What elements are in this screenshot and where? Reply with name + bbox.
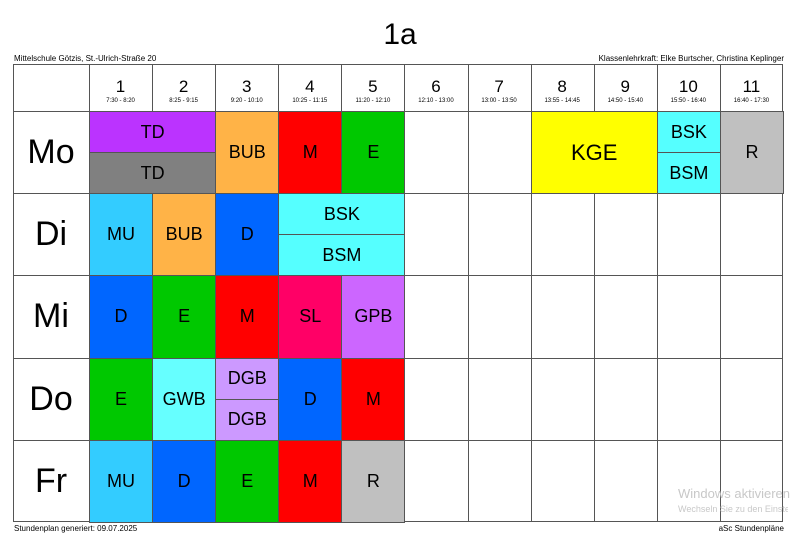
class-teachers: Klassenlehrkraft: Elke Burtscher, Christ… <box>598 54 784 63</box>
period-header: 5 11:20 - 12:10 <box>341 64 404 105</box>
period-number: 1 <box>115 77 126 96</box>
grid-line <box>467 64 469 522</box>
grid-line <box>656 64 658 522</box>
period-time: 13:55 - 14:45 <box>544 98 580 104</box>
lesson-cell[interactable]: E <box>215 439 280 523</box>
period-header: 2 8:25 - 9:15 <box>152 64 215 105</box>
period-header: 1 7:30 - 8:20 <box>89 64 152 105</box>
day-label: Mo <box>27 133 75 171</box>
grid-line <box>782 64 783 522</box>
period-number: 8 <box>557 77 567 96</box>
period-number: 4 <box>305 77 315 96</box>
period-number: 6 <box>431 77 441 96</box>
app-credit: aSc Stundenpläne <box>718 524 784 533</box>
day-label: Mi <box>33 297 69 336</box>
lesson-cell[interactable]: SL <box>278 275 343 359</box>
grid-line <box>13 64 783 65</box>
lesson-cell[interactable]: TD <box>89 152 217 195</box>
grid-line <box>719 64 721 522</box>
period-number: 11 <box>742 77 761 96</box>
lesson-cell[interactable]: BSK <box>278 193 406 236</box>
period-header: 11 16:40 - 17:30 <box>720 64 783 105</box>
lesson-cell[interactable]: D <box>152 439 217 523</box>
period-time: 14:50 - 15:40 <box>607 98 643 104</box>
period-header: 3 9:20 - 10:10 <box>215 64 278 105</box>
period-number: 2 <box>178 77 189 96</box>
timetable-grid: 1 7:30 - 8:20 2 8:25 - 9:15 3 9:20 - 10:10 4 10… <box>13 64 784 523</box>
period-header: 8 13:55 - 14:45 <box>531 64 594 105</box>
lesson-cell[interactable]: D <box>278 357 343 441</box>
lesson-cell[interactable]: M <box>278 439 343 523</box>
lesson-cell[interactable]: E <box>89 357 154 441</box>
lesson-cell[interactable]: DGB <box>215 398 280 441</box>
period-header: 9 14:50 - 15:40 <box>594 64 657 105</box>
lesson-cell[interactable]: BSM <box>278 234 406 277</box>
school-name: Mittelschule Götzis, St.-Ulrich-Straße 2… <box>14 54 157 63</box>
grid-line <box>530 64 532 522</box>
lesson-cell[interactable]: GWB <box>152 357 217 441</box>
period-time: 8:25 - 9:15 <box>169 98 198 104</box>
period-number: 3 <box>241 77 252 96</box>
lesson-cell[interactable]: M <box>278 111 343 195</box>
period-header: 10 15:50 - 16:40 <box>657 64 720 105</box>
lesson-cell[interactable]: BUB <box>215 111 280 195</box>
period-time: 11:20 - 12:10 <box>355 98 391 104</box>
day-label: Di <box>34 215 68 254</box>
lesson-cell[interactable]: R <box>719 111 784 195</box>
period-number: 7 <box>494 77 504 96</box>
lesson-cell[interactable]: BSK <box>656 111 721 154</box>
lesson-cell[interactable]: BSM <box>656 152 721 195</box>
period-header: 7 13:00 - 13:50 <box>468 64 531 105</box>
lesson-cell[interactable]: KGE <box>530 111 658 195</box>
lesson-cell[interactable]: MU <box>89 193 154 277</box>
period-time: 16:40 - 17:30 <box>733 98 770 104</box>
period-number: 10 <box>678 77 698 96</box>
grid-line <box>13 64 14 522</box>
period-number: 9 <box>620 77 630 96</box>
lesson-cell[interactable]: BUB <box>152 193 217 277</box>
lesson-cell[interactable]: R <box>341 439 406 523</box>
lesson-cell[interactable]: E <box>152 275 217 359</box>
lesson-cell[interactable]: E <box>341 111 406 195</box>
period-header: 6 12:10 - 13:00 <box>404 64 467 105</box>
timetable-title: 1a <box>383 18 417 51</box>
period-header: 4 10:25 - 11:15 <box>278 64 341 105</box>
period-number: 5 <box>368 77 378 96</box>
period-time: 15:50 - 16:40 <box>670 98 707 104</box>
lesson-cell[interactable]: D <box>89 275 154 359</box>
lesson-cell[interactable]: M <box>215 275 280 359</box>
period-time: 10:25 - 11:15 <box>292 98 328 104</box>
day-label: Fr <box>34 461 68 500</box>
lesson-cell[interactable]: MU <box>89 439 154 523</box>
generated-date: Stundenplan generiert: 09.07.2025 <box>14 524 138 533</box>
windows-activation-hint: Wechseln Sie zu den Einstellungen, um Wi… <box>678 504 788 514</box>
period-time: 13:00 - 13:50 <box>481 98 517 104</box>
day-label: Do <box>29 379 73 418</box>
lesson-cell[interactable]: D <box>215 193 280 277</box>
lesson-cell[interactable]: TD <box>89 111 217 154</box>
period-time: 9:20 - 10:10 <box>230 98 263 104</box>
period-time: 12:10 - 13:00 <box>418 98 454 104</box>
grid-line <box>593 64 595 522</box>
windows-activation-watermark: Windows aktivieren <box>678 486 790 501</box>
lesson-cell[interactable]: GPB <box>341 275 406 359</box>
lesson-cell[interactable]: DGB <box>215 357 280 400</box>
lesson-cell[interactable]: M <box>341 357 406 441</box>
period-time: 7:30 - 8:20 <box>106 98 135 104</box>
